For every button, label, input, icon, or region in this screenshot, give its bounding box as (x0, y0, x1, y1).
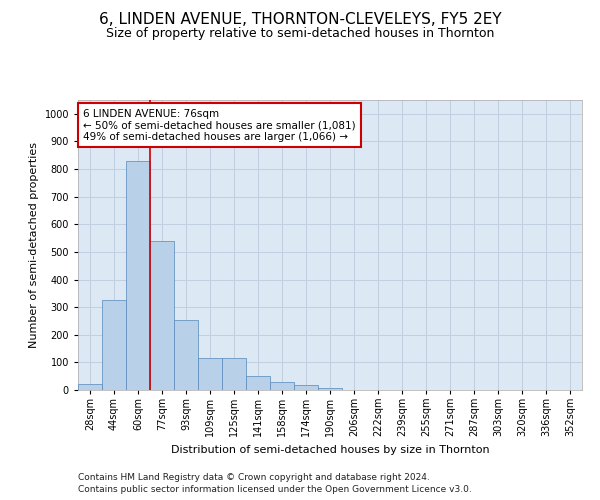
Bar (294, 385, 318, 390)
Text: 6 LINDEN AVENUE: 76sqm
← 50% of semi-detached houses are smaller (1,081)
49% of : 6 LINDEN AVENUE: 76sqm ← 50% of semi-det… (83, 108, 356, 142)
Bar (78, 384, 102, 390)
Text: Size of property relative to semi-detached houses in Thornton: Size of property relative to semi-detach… (106, 28, 494, 40)
Bar (198, 358, 222, 390)
X-axis label: Distribution of semi-detached houses by size in Thornton: Distribution of semi-detached houses by … (170, 445, 490, 455)
Text: Contains HM Land Registry data © Crown copyright and database right 2024.: Contains HM Land Registry data © Crown c… (78, 472, 430, 482)
Y-axis label: Number of semi-detached properties: Number of semi-detached properties (29, 142, 39, 348)
Bar (102, 300, 126, 390)
Bar (126, 161, 150, 390)
Bar (174, 320, 198, 390)
Bar (150, 241, 174, 390)
Bar (222, 358, 246, 390)
Bar (246, 376, 270, 390)
Bar (270, 382, 294, 390)
Bar (318, 388, 342, 390)
Text: 6, LINDEN AVENUE, THORNTON-CLEVELEYS, FY5 2EY: 6, LINDEN AVENUE, THORNTON-CLEVELEYS, FY… (98, 12, 502, 28)
Text: Contains public sector information licensed under the Open Government Licence v3: Contains public sector information licen… (78, 485, 472, 494)
